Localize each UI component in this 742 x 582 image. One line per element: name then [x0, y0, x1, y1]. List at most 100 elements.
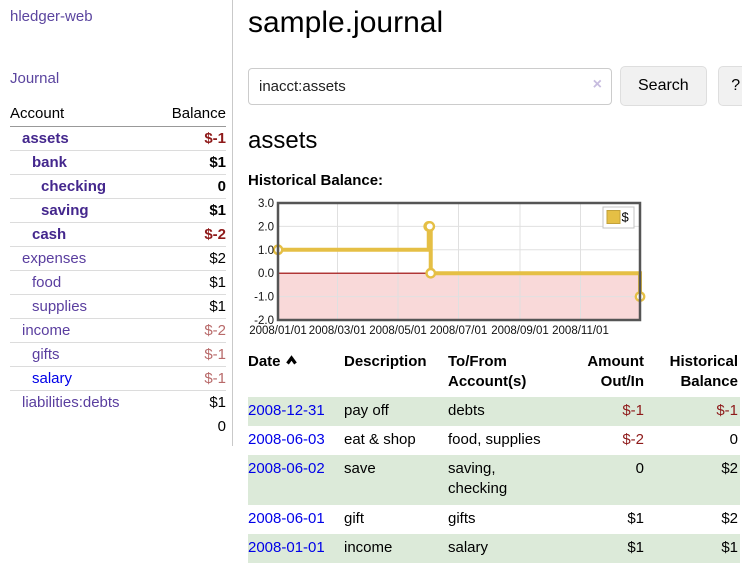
sidebar-item-journal[interactable]: Journal	[10, 70, 60, 87]
account-balance: $-1	[204, 130, 226, 147]
help-button[interactable]: ?	[717, 66, 742, 106]
accounts-total-value: 0	[217, 418, 226, 435]
transaction-accounts-cell: debts	[448, 396, 564, 426]
transaction-description-cell: save	[344, 455, 448, 505]
app-title: hledger-web	[10, 8, 226, 25]
sort-ascending-icon	[285, 352, 298, 372]
y-tick-label: 3.0	[258, 198, 274, 210]
clear-search-icon[interactable]: ×	[592, 75, 602, 93]
register-header-date[interactable]: Date	[248, 350, 344, 397]
account-row: liabilities:debts $1	[10, 390, 226, 414]
transaction-date-link[interactable]: 2008-06-02	[248, 460, 325, 477]
accounts-table: Account Balance assets $-1 bank $1 checking 0…	[10, 102, 226, 439]
transaction-accounts-cell: gifts	[448, 509, 476, 527]
transaction-date-link[interactable]: 2008-06-01	[248, 509, 325, 527]
account-name-cell: saving	[10, 198, 155, 223]
transaction-description-cell: income	[344, 533, 448, 563]
account-name-cell: expenses	[10, 246, 155, 271]
account-link[interactable]: food	[32, 274, 62, 291]
account-link[interactable]: supplies	[32, 298, 88, 315]
transaction-date-cell: 2008-06-01	[248, 505, 344, 534]
account-link[interactable]: saving	[41, 202, 89, 219]
register-header-row: Date Description To/From Account(s) Amou…	[248, 350, 740, 397]
account-balance: 0	[154, 174, 226, 199]
account-balance: $1	[154, 150, 226, 175]
account-balance: $2	[154, 246, 226, 271]
page-title: sample.journal	[248, 6, 444, 39]
account-balance: $-1	[154, 342, 226, 367]
register-tbody: 2008-12-31 pay off debts $-1 $-1 2008-06-03 ea…	[248, 396, 740, 563]
accounts-total-row: 0	[10, 414, 226, 439]
register-header-amount: Amount Out/In	[587, 353, 644, 391]
transaction-accounts-cell: food, supplies	[448, 430, 541, 448]
account-link[interactable]: gifts	[32, 346, 60, 363]
register-header-accounts: To/From Account(s)	[448, 353, 527, 391]
transaction-date-link[interactable]: 2008-12-31	[248, 401, 325, 419]
page: hledger-web Journal Account Balance asse…	[10, 0, 742, 563]
transaction-accounts-cell: saving, checking	[448, 455, 564, 505]
account-row: income $-2	[10, 318, 226, 343]
account-link[interactable]: liabilities:debts	[22, 394, 120, 411]
chart-border	[276, 201, 642, 322]
x-tick-label: 2008/11/01	[552, 325, 609, 336]
app-title-link[interactable]: hledger-web	[10, 8, 93, 25]
transaction-date-link[interactable]: 2008-01-01	[248, 538, 325, 556]
transaction-row: 2008-06-02 save saving, checking 0 $2	[248, 455, 740, 505]
legend-label: $	[622, 210, 630, 225]
x-tick-label: 2008/09/01	[491, 325, 549, 336]
register-table: Date Description To/From Account(s) Amou…	[248, 350, 740, 563]
account-balance: $1	[154, 390, 226, 414]
transaction-balance-cell: $-1	[646, 396, 740, 426]
x-tick-label: 2008/07/01	[430, 325, 488, 336]
account-name-cell: food	[10, 270, 155, 295]
transaction-description-cell: pay off	[344, 396, 448, 426]
register-header-description: Description	[344, 353, 427, 370]
transaction-date-cell: 2008-06-02	[248, 455, 344, 505]
accounts-header-balance: Balance	[154, 102, 226, 127]
account-name-cell: liabilities:debts	[10, 390, 155, 414]
account-name-cell: bank	[10, 150, 155, 175]
search-form: × Search ?	[248, 66, 742, 106]
account-row: cash $-2	[10, 222, 226, 247]
account-name-cell: supplies	[10, 294, 155, 319]
chart-title: Historical Balance:	[248, 172, 384, 189]
transaction-date-cell: 2008-12-31	[248, 396, 344, 426]
account-row: checking 0	[10, 174, 226, 199]
account-balance: $-2	[154, 222, 226, 247]
account-link[interactable]: salary	[32, 370, 73, 387]
transaction-description-cell: gift	[344, 509, 365, 527]
data-point-marker	[424, 221, 436, 232]
transaction-balance-cell: 0	[729, 430, 738, 448]
transaction-accounts-cell: salary	[448, 533, 564, 563]
account-row: supplies $1	[10, 294, 226, 319]
account-name-cell: income	[10, 318, 155, 343]
account-link[interactable]: income	[22, 322, 71, 339]
y-tick-label: -2.0	[254, 315, 274, 327]
x-tick-label: 2008/01/01	[249, 325, 307, 336]
account-row: food $1	[10, 270, 226, 295]
transaction-amount-cell: $1	[564, 533, 646, 563]
account-link[interactable]: assets	[22, 130, 69, 147]
transaction-date-cell: 2008-01-01	[248, 533, 344, 563]
search-button[interactable]: Search	[620, 66, 707, 106]
search-box: ×	[248, 67, 612, 105]
transaction-amount-cell: $-1	[564, 396, 646, 426]
transaction-row: 2008-12-31 pay off debts $-1 $-1	[248, 396, 740, 426]
transaction-date-link[interactable]: 2008-06-03	[248, 430, 325, 448]
account-balance: $1	[154, 198, 226, 223]
account-link[interactable]: bank	[32, 154, 68, 171]
account-name-cell: checking	[10, 174, 155, 199]
register-header-balance: Historical Balance	[669, 353, 738, 391]
account-link[interactable]: checking	[41, 178, 107, 195]
search-input[interactable]	[248, 67, 612, 105]
transaction-row: 2008-06-01 gift gifts $1 $2	[248, 505, 740, 534]
account-balance: $1	[154, 294, 226, 319]
account-link[interactable]: expenses	[22, 250, 87, 267]
account-link[interactable]: cash	[32, 226, 67, 243]
transaction-balance-cell: $2	[646, 455, 740, 505]
transaction-row: 2008-01-01 income salary $1 $1	[248, 533, 740, 563]
main-content: sample.journal × Search ? assets Histori…	[233, 0, 742, 563]
accounts-tbody: assets $-1 bank $1 checking 0 saving $1 cash $-2 e…	[10, 127, 226, 414]
data-point-marker	[425, 267, 437, 279]
